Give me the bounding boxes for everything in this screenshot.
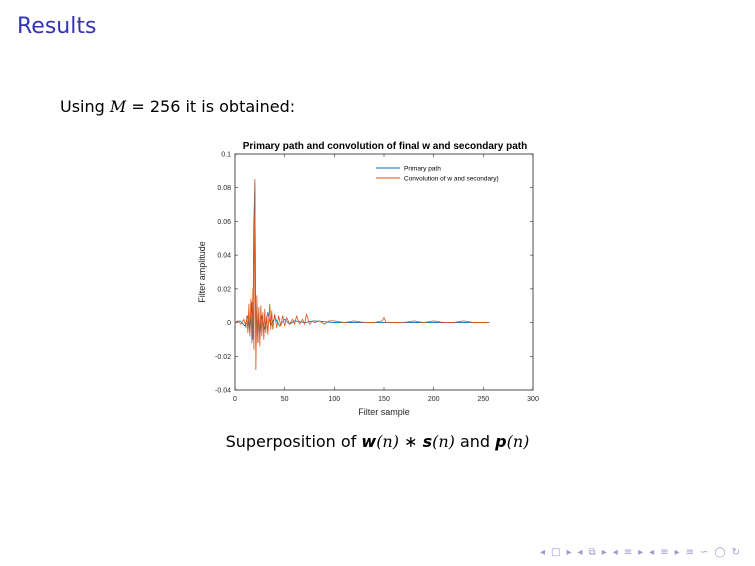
legend: Primary path Convolution of w and seconda… [371, 159, 529, 187]
nav-icon[interactable]: ◂ [612, 547, 619, 558]
figure-caption: Superposition of w(n) ∗ s(n) and p(n) [0, 432, 755, 451]
nav-icon[interactable]: ≡ [660, 547, 670, 558]
plot-area [234, 153, 534, 391]
caption-operator: ∗ [398, 432, 423, 451]
x-tick-label: 250 [477, 396, 489, 403]
axis-ticks: 0 50 100 150 200 250 300 -0.04 -0.02 0 0.02 0.04 0.0… [215, 152, 539, 404]
x-tick-label: 50 [281, 396, 289, 403]
nav-icon[interactable]: ⧉ [588, 547, 597, 558]
caption-s: s [422, 432, 433, 451]
x-tick-label: 100 [328, 396, 340, 403]
nav-icon[interactable]: ∽ [700, 547, 710, 558]
nav-icon[interactable]: ◂ [577, 547, 584, 558]
nav-icon[interactable]: ≡ [623, 547, 634, 558]
x-axis-label: Filter sample [358, 407, 410, 417]
chart-title: Primary path and convolution of final w … [243, 141, 527, 152]
nav-icon[interactable]: □ [551, 547, 562, 558]
y-tick-label: 0.04 [217, 253, 231, 260]
caption-s-arg: (n) [432, 432, 455, 451]
legend-entry: Primary path [404, 166, 441, 173]
x-tick-label: 200 [428, 396, 440, 403]
nav-icon[interactable]: ▸ [638, 547, 645, 558]
intro-text: Using M = 256 it is obtained: [60, 97, 295, 116]
caption-w: w [361, 432, 377, 451]
caption-p: p [495, 432, 507, 451]
intro-prefix: Using [60, 97, 110, 116]
chart: Primary path and convolution of final w … [197, 141, 539, 417]
legend-entry: Convolution of w and secondary) [404, 176, 499, 183]
caption-prefix: Superposition of [225, 432, 362, 451]
slide-title: Results [17, 14, 97, 39]
y-tick-label: 0.08 [217, 185, 231, 192]
legend-box [371, 159, 529, 187]
x-tick-label: 0 [233, 396, 237, 403]
y-axis-label: Filter amplitude [197, 241, 207, 303]
y-tick-label: 0.06 [217, 219, 231, 226]
y-tick-label: -0.04 [215, 388, 231, 395]
nav-icon[interactable]: ◂ [540, 547, 547, 558]
x-tick-label: 150 [378, 396, 390, 403]
nav-icon[interactable]: ↻ [731, 547, 741, 558]
nav-icon[interactable]: ▸ [674, 547, 681, 558]
caption-w-arg: (n) [376, 432, 399, 451]
x-tick-label: 300 [527, 396, 539, 403]
beamer-navigation-bar: ◂ □ ▸ ◂ ⧉ ▸ ◂ ≡ ▸ ◂ ≡ ▸ ≡ ∽ ◯ ↻ [535, 547, 741, 558]
intro-variable: M [109, 97, 127, 116]
nav-icon[interactable]: ▸ [566, 547, 573, 558]
caption-p-arg: (n) [506, 432, 530, 451]
y-tick-label: 0 [227, 320, 231, 327]
y-tick-label: -0.02 [215, 354, 231, 361]
nav-icon[interactable]: ≡ [685, 547, 696, 558]
caption-and: and [454, 432, 496, 451]
series-line-2 [234, 178, 490, 371]
y-tick-label: 0.02 [217, 286, 231, 293]
series-layer [234, 178, 490, 371]
nav-icon[interactable]: ◯ [714, 547, 727, 558]
nav-icon[interactable]: ▸ [601, 547, 608, 558]
y-tick-label: 0.1 [221, 152, 231, 159]
intro-suffix: = 256 it is obtained: [126, 97, 296, 116]
nav-icon[interactable]: ◂ [649, 547, 656, 558]
